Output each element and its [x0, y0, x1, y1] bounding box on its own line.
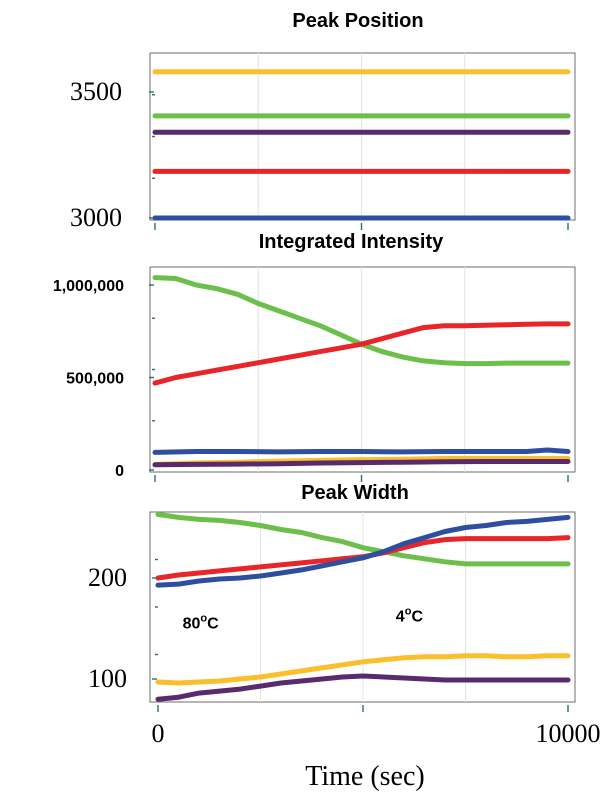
- y-tick-label: 100: [88, 664, 127, 693]
- anno-unit: C: [207, 616, 219, 633]
- panel-title: Integrated Intensity: [259, 231, 444, 253]
- temperature-annotation: 4oC: [396, 605, 424, 625]
- x-axis-title: Time (sec): [305, 761, 425, 792]
- series-line-purple: [155, 673, 571, 702]
- series-line-green: [155, 511, 571, 567]
- y-tick-label: 0: [115, 463, 124, 480]
- temperature-annotation: 80oC: [183, 613, 220, 633]
- x-tick-label: 0: [152, 719, 165, 748]
- series-line-purple: [152, 459, 571, 468]
- plot-frame: [149, 52, 576, 221]
- y-tick-label: 500,000: [66, 371, 124, 388]
- x-axis-labels: 0 10000: [152, 719, 600, 748]
- series-line-red: [152, 321, 571, 386]
- anno-degree: o: [200, 613, 207, 625]
- series-line-blue: [155, 514, 571, 588]
- series-line-blue: [152, 447, 571, 455]
- anno-value: 4: [396, 608, 405, 625]
- y-tick-label: 3000: [70, 203, 122, 232]
- anno-unit: C: [411, 608, 423, 625]
- panel-title: Peak Width: [301, 482, 409, 504]
- panel-integrated-intensity: Integrated Intensity 0 500,000 1,000,000: [53, 231, 576, 482]
- series-line-yellow: [155, 653, 571, 686]
- panel-title: Peak Position: [292, 10, 423, 32]
- y-tick-label: 1,000,000: [53, 278, 124, 295]
- anno-degree: o: [405, 605, 412, 617]
- plot-frame: [149, 266, 576, 473]
- anno-value: 80: [183, 616, 201, 633]
- x-tick-label: 10000: [536, 719, 600, 748]
- y-tick-label: 200: [88, 563, 127, 592]
- panel-peak-position: Peak Position 3000 3500: [70, 10, 576, 232]
- y-tick-label: 3500: [70, 77, 122, 106]
